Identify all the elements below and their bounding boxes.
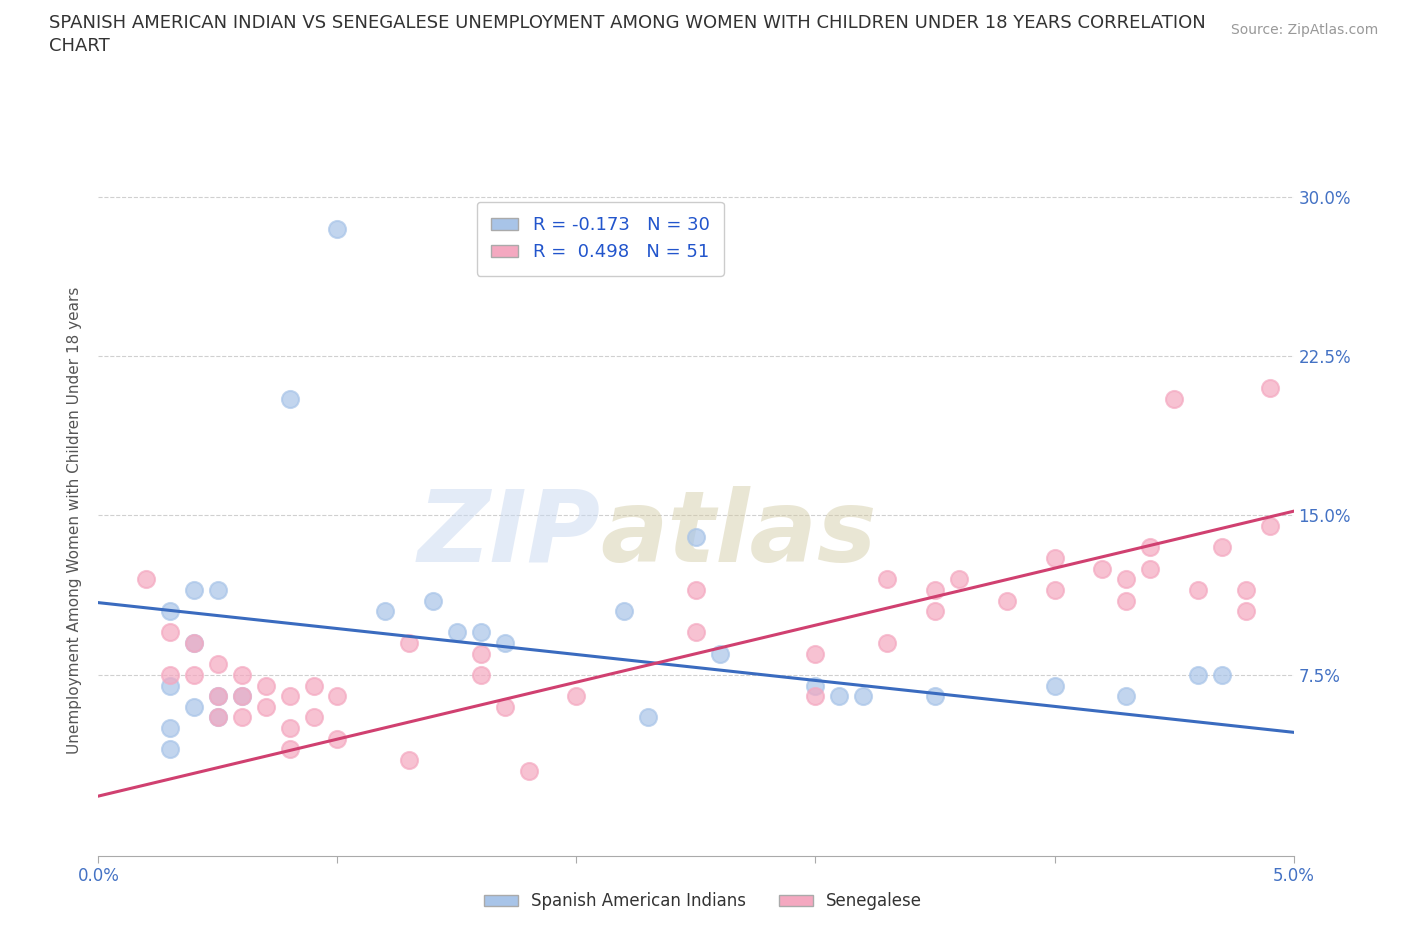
Point bbox=[470, 625, 492, 640]
Point bbox=[494, 699, 516, 714]
Point bbox=[207, 689, 229, 704]
Point bbox=[685, 625, 707, 640]
Point bbox=[1091, 561, 1114, 576]
Point bbox=[494, 635, 516, 650]
Text: Source: ZipAtlas.com: Source: ZipAtlas.com bbox=[1230, 23, 1378, 37]
Point bbox=[231, 689, 253, 704]
Point bbox=[278, 392, 301, 406]
Point bbox=[326, 689, 349, 704]
Point bbox=[231, 668, 253, 683]
Point bbox=[1234, 604, 1257, 618]
Point bbox=[278, 742, 301, 757]
Point bbox=[1139, 561, 1161, 576]
Point bbox=[254, 678, 277, 693]
Point bbox=[1234, 582, 1257, 597]
Point bbox=[1187, 582, 1209, 597]
Point bbox=[159, 668, 181, 683]
Point bbox=[374, 604, 396, 618]
Point bbox=[1115, 689, 1137, 704]
Text: ZIP: ZIP bbox=[418, 485, 600, 583]
Point bbox=[948, 572, 970, 587]
Point bbox=[207, 710, 229, 724]
Point bbox=[828, 689, 851, 704]
Point bbox=[302, 678, 325, 693]
Point bbox=[254, 699, 277, 714]
Point bbox=[804, 678, 827, 693]
Point bbox=[1043, 582, 1066, 597]
Point bbox=[804, 646, 827, 661]
Point bbox=[470, 646, 492, 661]
Legend: Spanish American Indians, Senegalese: Spanish American Indians, Senegalese bbox=[478, 885, 928, 917]
Point bbox=[207, 710, 229, 724]
Point bbox=[1115, 572, 1137, 587]
Point bbox=[1163, 392, 1185, 406]
Point bbox=[565, 689, 588, 704]
Point bbox=[804, 689, 827, 704]
Point bbox=[470, 668, 492, 683]
Point bbox=[422, 593, 444, 608]
Point bbox=[183, 582, 205, 597]
Point bbox=[207, 657, 229, 671]
Point bbox=[159, 678, 181, 693]
Point bbox=[159, 742, 181, 757]
Point bbox=[637, 710, 659, 724]
Point bbox=[685, 529, 707, 544]
Point bbox=[207, 689, 229, 704]
Point bbox=[398, 635, 420, 650]
Point bbox=[326, 731, 349, 746]
Point bbox=[302, 710, 325, 724]
Point bbox=[876, 572, 898, 587]
Point bbox=[159, 604, 181, 618]
Point bbox=[183, 635, 205, 650]
Point bbox=[995, 593, 1018, 608]
Point bbox=[446, 625, 468, 640]
Point bbox=[159, 721, 181, 736]
Point bbox=[326, 221, 349, 236]
Y-axis label: Unemployment Among Women with Children Under 18 years: Unemployment Among Women with Children U… bbox=[67, 287, 83, 754]
Point bbox=[924, 689, 946, 704]
Point bbox=[1258, 380, 1281, 395]
Point bbox=[398, 752, 420, 767]
Point bbox=[876, 635, 898, 650]
Point bbox=[1187, 668, 1209, 683]
Point bbox=[278, 721, 301, 736]
Point bbox=[183, 635, 205, 650]
Point bbox=[1258, 519, 1281, 534]
Point bbox=[1115, 593, 1137, 608]
Point bbox=[1211, 668, 1233, 683]
Point bbox=[613, 604, 636, 618]
Point bbox=[517, 764, 540, 778]
Point bbox=[709, 646, 731, 661]
Point bbox=[924, 604, 946, 618]
Point bbox=[183, 699, 205, 714]
Text: atlas: atlas bbox=[600, 485, 877, 583]
Point bbox=[1043, 551, 1066, 565]
Point bbox=[924, 582, 946, 597]
Point bbox=[1043, 678, 1066, 693]
Point bbox=[207, 582, 229, 597]
Point bbox=[231, 710, 253, 724]
Point bbox=[1139, 540, 1161, 555]
Point bbox=[135, 572, 157, 587]
Text: CHART: CHART bbox=[49, 37, 110, 55]
Legend: R = -0.173   N = 30, R =  0.498   N = 51: R = -0.173 N = 30, R = 0.498 N = 51 bbox=[477, 202, 724, 275]
Point bbox=[159, 625, 181, 640]
Point bbox=[231, 689, 253, 704]
Point bbox=[183, 668, 205, 683]
Point bbox=[685, 582, 707, 597]
Point bbox=[1211, 540, 1233, 555]
Point bbox=[278, 689, 301, 704]
Point bbox=[852, 689, 875, 704]
Text: SPANISH AMERICAN INDIAN VS SENEGALESE UNEMPLOYMENT AMONG WOMEN WITH CHILDREN UND: SPANISH AMERICAN INDIAN VS SENEGALESE UN… bbox=[49, 14, 1206, 32]
